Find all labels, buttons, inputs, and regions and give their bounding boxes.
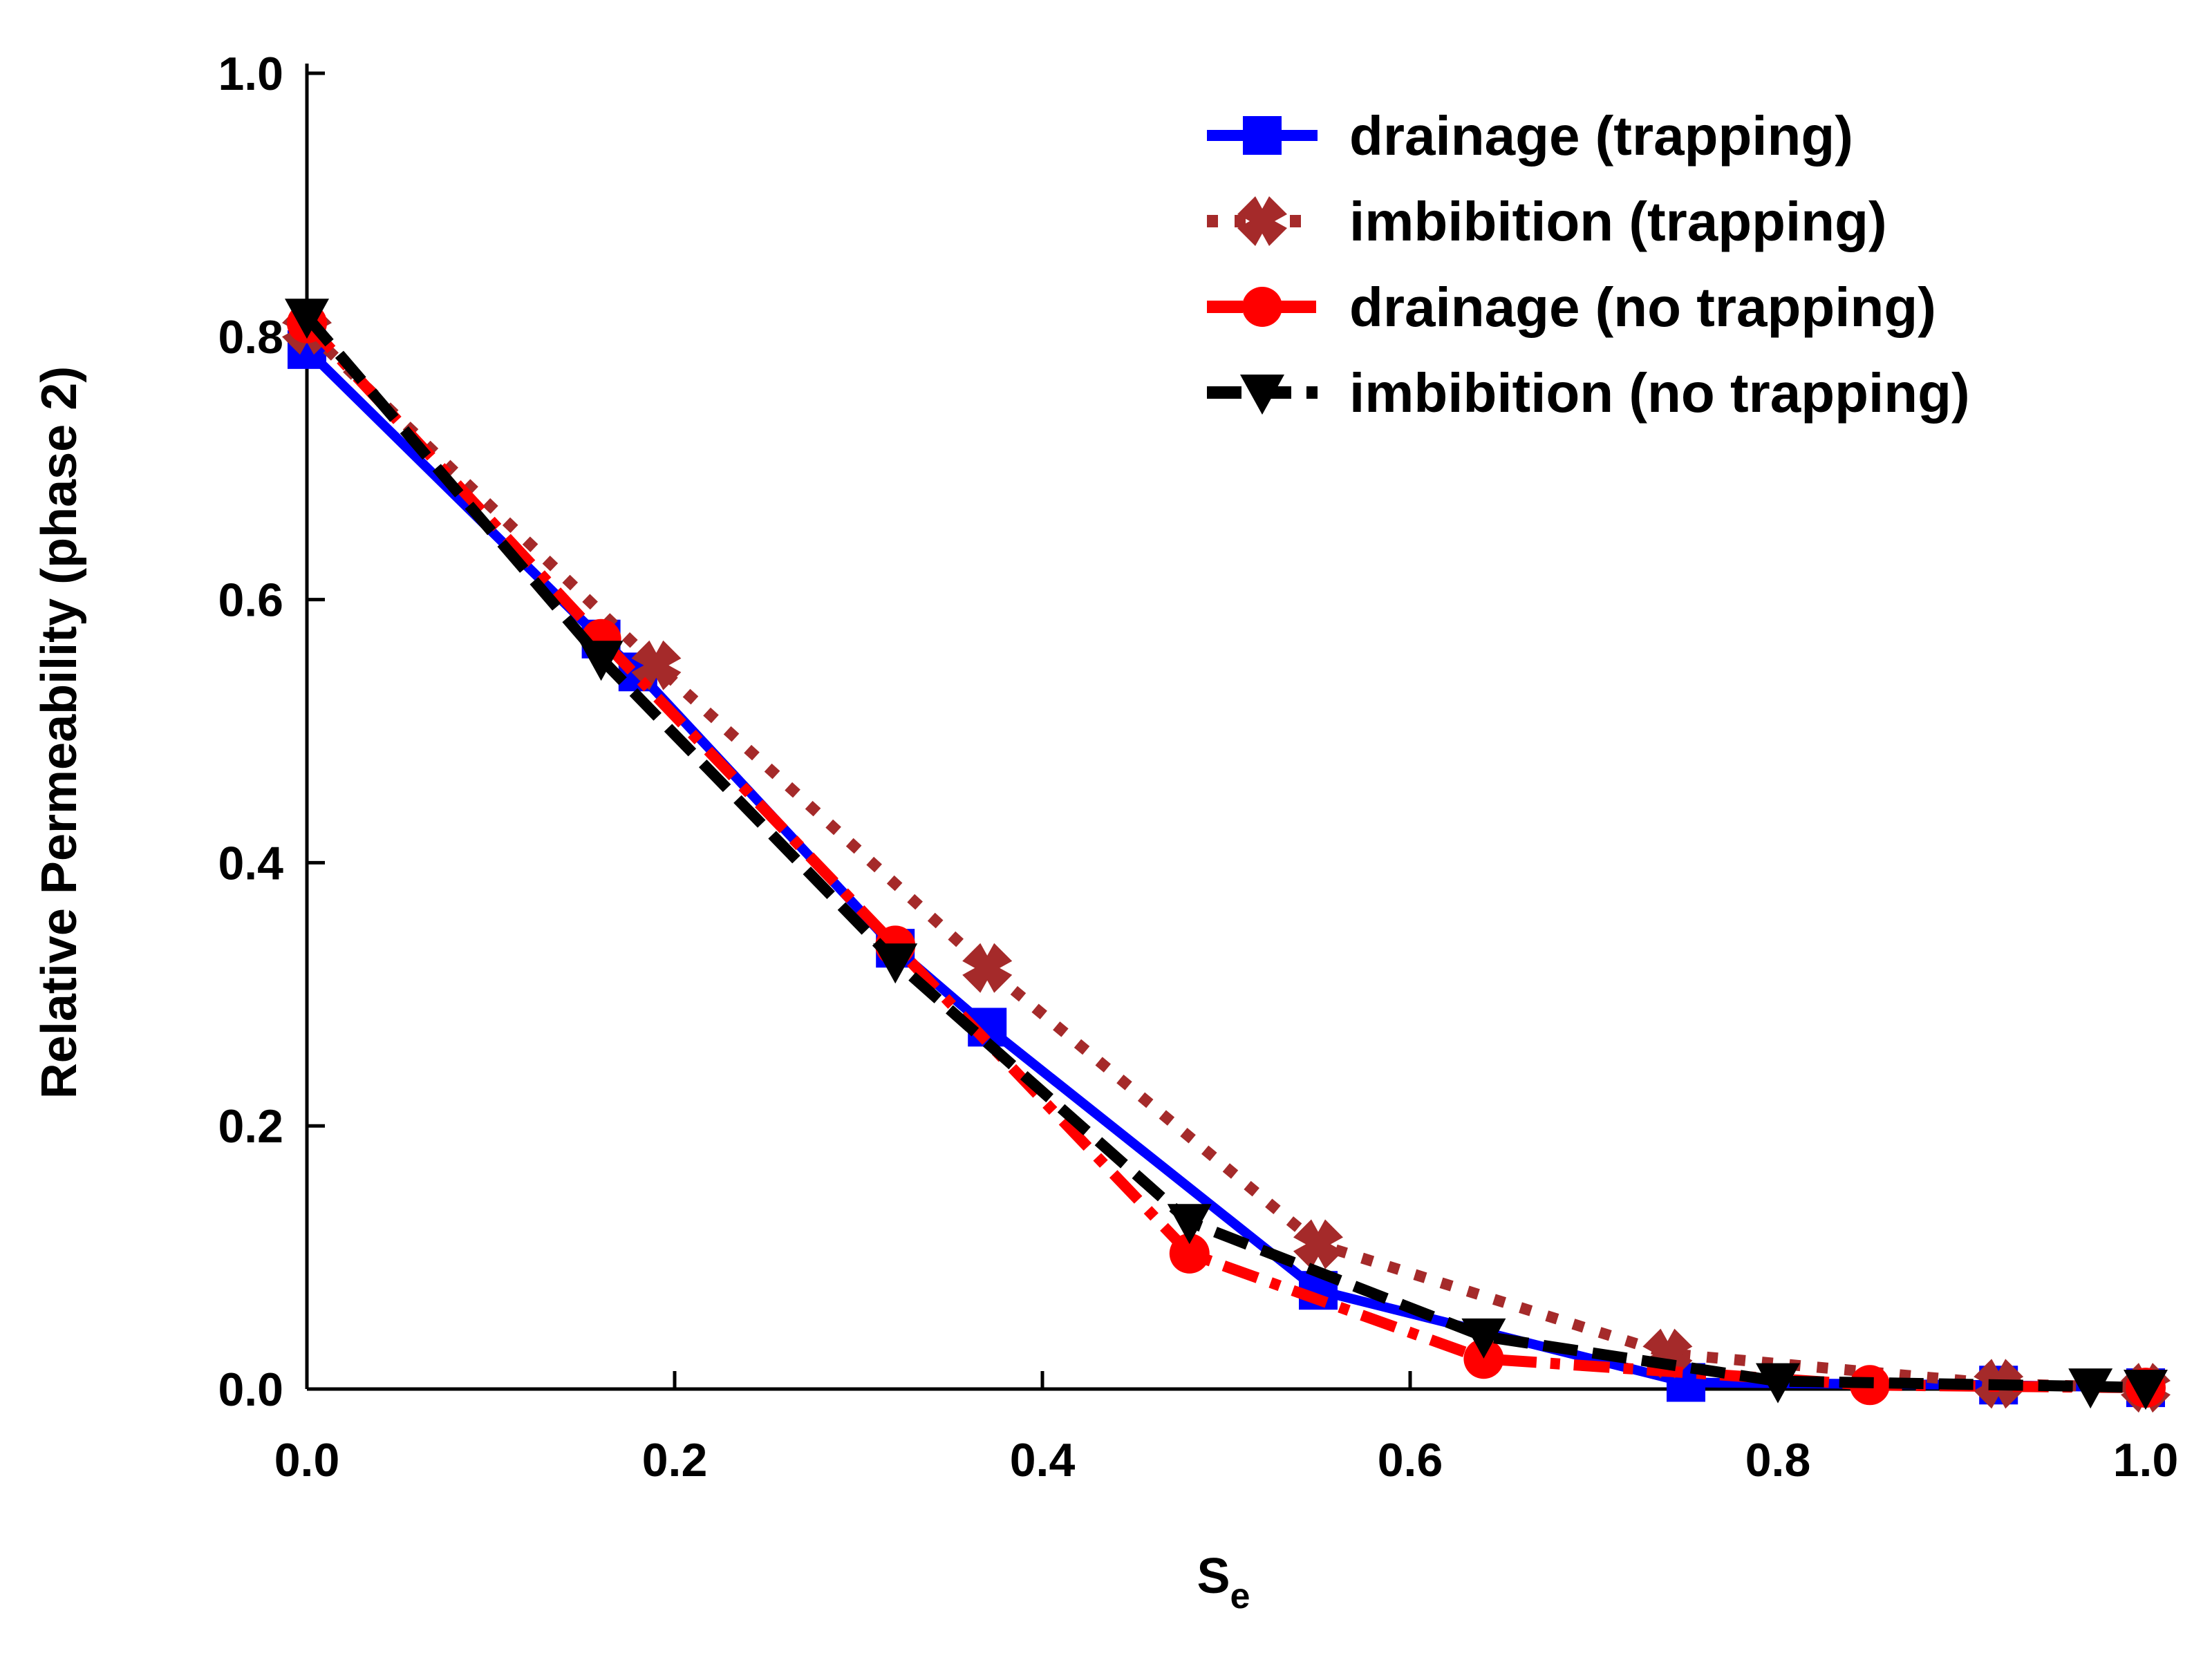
x-tick-label: 0.8 (1745, 1434, 1811, 1486)
data-point-marker (631, 640, 682, 690)
series-4 (285, 299, 2168, 1410)
legend: drainage (trapping) imbibition (trapping)… (1207, 105, 1970, 424)
legend-label: drainage (trapping) (1349, 105, 1853, 167)
series-2 (282, 305, 2171, 1413)
data-point-marker (1167, 1204, 1212, 1245)
x-tick-label: 0.2 (642, 1434, 708, 1486)
series-line (303, 325, 2146, 1394)
legend-marker (1237, 196, 1287, 246)
x-tick-label: 0.4 (1010, 1434, 1076, 1486)
series-line (302, 312, 2146, 1394)
data-point-marker (873, 943, 918, 984)
y-tick-label: 0.0 (218, 1363, 283, 1416)
x-tick-label: 0.6 (1378, 1434, 1443, 1486)
y-tick-label: 0.4 (218, 837, 283, 889)
legend-item: drainage (trapping) (1207, 105, 1853, 167)
x-axis-title-main: S (1197, 1549, 1230, 1604)
data-point-marker (2068, 1368, 2113, 1409)
series-line (303, 319, 2146, 1394)
x-axis-title: Se (1197, 1549, 1250, 1616)
legend-label: drainage (no trapping) (1349, 276, 1936, 338)
data-point-marker (2124, 1370, 2168, 1410)
data-point-marker (1756, 1363, 1800, 1404)
data-point-marker (1169, 1233, 1210, 1274)
data-point-marker (1293, 1219, 1343, 1269)
legend-label: imbibition (trapping) (1349, 191, 1887, 252)
legend-item: imbibition (trapping) (1207, 191, 1887, 252)
y-tick-label: 0.2 (218, 1100, 283, 1153)
legend-marker (1243, 116, 1282, 155)
data-point-marker (1463, 1339, 1504, 1379)
data-point-marker (579, 641, 624, 681)
y-axis-title: Relative Permeability (phase 2) (32, 366, 87, 1099)
data-point-marker (1461, 1318, 1506, 1359)
legend-marker (1242, 287, 1282, 327)
legend-item: drainage (no trapping) (1207, 276, 1936, 338)
x-tick-label: 0.0 (274, 1434, 340, 1486)
data-point-marker (962, 943, 1013, 993)
y-tick-label: 0.8 (218, 311, 283, 363)
legend-label: imbibition (no trapping) (1349, 362, 1970, 424)
y-tick-label: 1.0 (218, 48, 283, 100)
plot-series (282, 299, 2171, 1413)
data-point-marker (285, 299, 329, 339)
series-1 (288, 330, 2165, 1408)
x-axis-title-subscript: e (1230, 1576, 1250, 1616)
x-tick-label: 1.0 (2113, 1434, 2179, 1486)
legend-item: imbibition (no trapping) (1207, 362, 1970, 424)
legend-marker (1240, 375, 1284, 415)
y-tick-label: 0.6 (218, 574, 283, 627)
